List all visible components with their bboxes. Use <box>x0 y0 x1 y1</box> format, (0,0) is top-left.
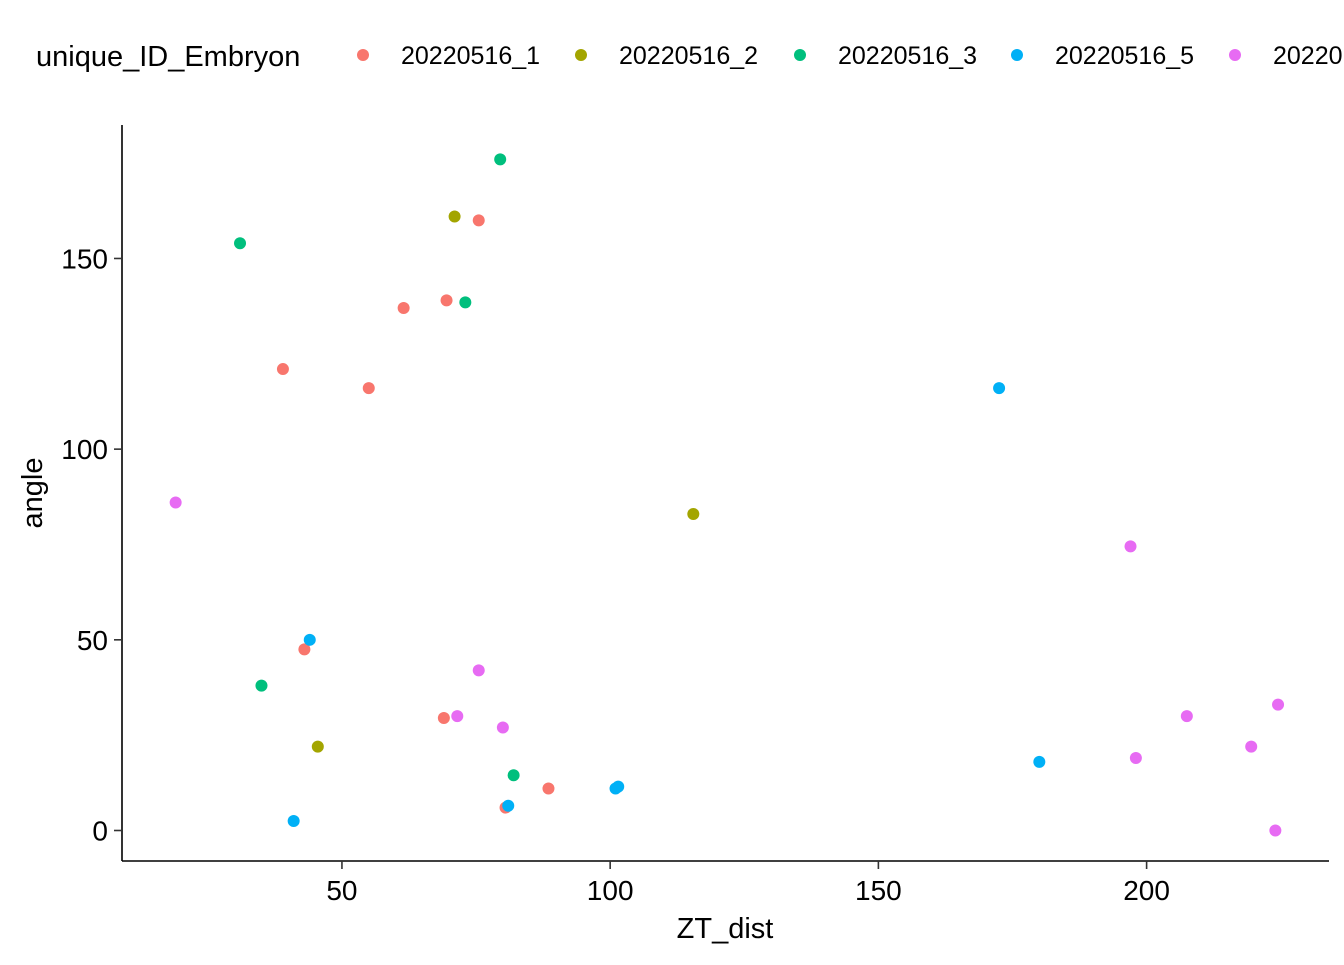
data-point <box>451 710 464 723</box>
x-tick-label: 50 <box>326 875 357 906</box>
data-point <box>448 210 461 223</box>
data-point <box>234 237 247 250</box>
data-point <box>612 780 625 793</box>
data-point <box>1033 755 1046 768</box>
data-point <box>1129 752 1142 765</box>
legend-key <box>575 49 587 61</box>
legend-label: 20220516_5 <box>1055 42 1194 70</box>
data-point <box>298 643 311 656</box>
legend-key <box>1229 49 1241 61</box>
y-tick-label: 100 <box>61 434 108 465</box>
legend-key <box>794 49 806 61</box>
y-tick-label: 50 <box>77 625 108 656</box>
y-ticks: 0 50 100 150 <box>61 243 122 846</box>
data-point <box>542 782 555 795</box>
data-point <box>1124 540 1137 553</box>
legend-title: unique_ID_Embryon <box>36 41 300 73</box>
data-point <box>303 633 316 646</box>
data-point <box>472 664 485 677</box>
data-point <box>687 507 700 520</box>
legend-key <box>357 49 369 61</box>
data-point <box>502 799 515 812</box>
data-point <box>255 679 268 692</box>
axes: 50 100 150 200 0 50 100 150 <box>61 125 1329 906</box>
legend-key <box>1011 49 1023 61</box>
data-point <box>1272 698 1285 711</box>
y-axis-title: angle <box>17 458 49 529</box>
y-tick-label: 150 <box>61 243 108 274</box>
data-point <box>287 814 300 827</box>
legend-label: 20220 <box>1273 42 1343 70</box>
data-point <box>169 496 182 509</box>
data-point <box>1245 740 1258 753</box>
data-point <box>1180 710 1193 723</box>
x-tick-label: 200 <box>1123 875 1170 906</box>
legend-label: 20220516_2 <box>619 42 758 70</box>
data-point <box>494 153 507 166</box>
data-point <box>397 302 410 315</box>
data-point <box>496 721 509 734</box>
y-tick-label: 0 <box>92 815 108 846</box>
data-point <box>507 769 520 782</box>
legend: unique_ID_Embryon 20220516_1 20220516_2 20… <box>36 41 1343 73</box>
data-point <box>437 711 450 724</box>
data-point <box>472 214 485 227</box>
x-ticks: 50 100 150 200 <box>326 861 1170 906</box>
plot-points <box>169 153 1285 837</box>
x-tick-label: 100 <box>587 875 634 906</box>
data-point <box>459 296 472 309</box>
data-point <box>1269 824 1282 837</box>
legend-label: 20220516_3 <box>838 42 977 70</box>
data-point <box>440 294 453 307</box>
data-point <box>362 382 375 395</box>
data-point <box>311 740 324 753</box>
legend-label: 20220516_1 <box>401 42 540 70</box>
x-axis-title: ZT_dist <box>677 913 774 945</box>
x-tick-label: 150 <box>855 875 902 906</box>
data-point <box>276 363 289 376</box>
data-point <box>993 382 1006 395</box>
